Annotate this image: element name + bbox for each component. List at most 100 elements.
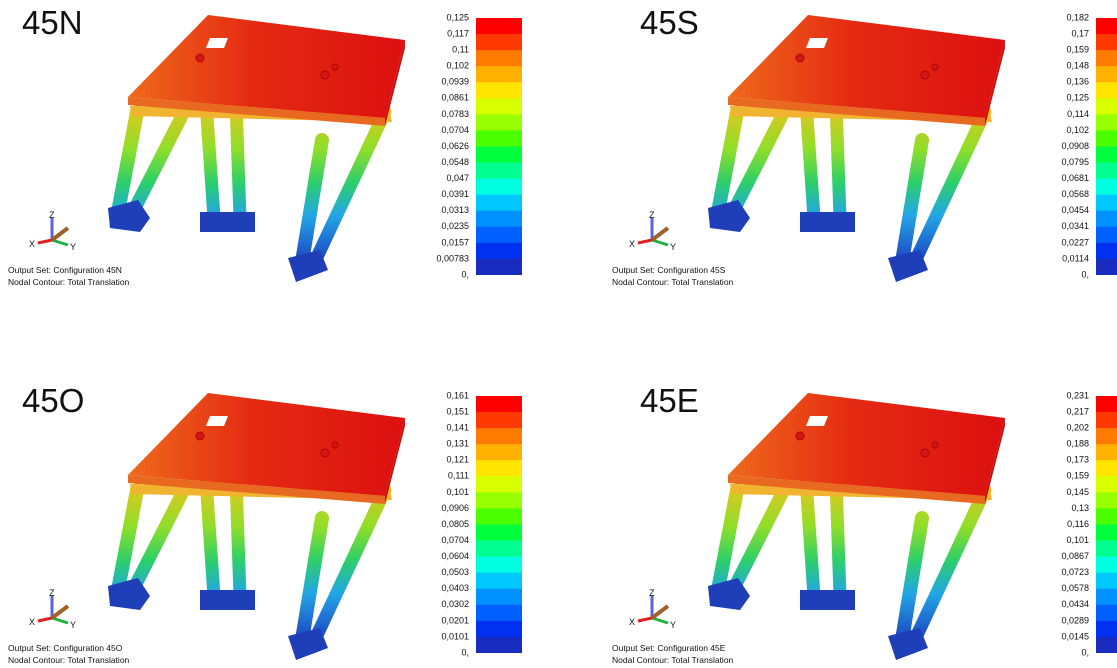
legend-label: 0,182 [1066,12,1089,22]
legend-label: 0,111 [448,471,469,481]
legend-label: 0,217 [1066,406,1089,416]
legend-label: 0,0578 [1061,583,1089,593]
triad-x: X [629,239,635,249]
legend-label: 0, [1081,269,1089,279]
legend-label: 0,0235 [441,221,469,231]
legend-label: 0,159 [1066,45,1089,55]
panel-title: 45N [22,4,83,41]
triad [36,594,70,625]
legend-label: 0,101 [446,487,469,497]
panel-title: 45O [22,382,84,419]
model [108,393,405,660]
legend-bar [1096,18,1117,276]
legend-label: 0,0227 [1061,237,1089,247]
legend-label: 0,00783 [436,253,469,263]
panel: 45O Z X Y Output Set: Configuration 45O Nodal… [8,382,522,665]
legend-label: 0,0723 [1061,567,1089,577]
legend-label: 0, [461,647,469,657]
model [708,15,1005,282]
legend-label: 0,0867 [1061,551,1089,561]
legend-label: 0,0391 [441,189,469,199]
legend-label: 0,0302 [441,599,469,609]
legend-label: 0,0403 [441,583,469,593]
legend-label: 0, [461,269,469,279]
legend-label: 0,13 [1071,503,1089,513]
legend-label: 0,102 [446,61,469,71]
triad-z: Z [649,210,655,220]
contour-type: Nodal Contour: Total Translation [8,655,130,665]
legend-label: 0,131 [446,439,469,449]
triad-y: Y [70,620,76,630]
triad-z: Z [49,588,55,598]
output-set: Output Set: Configuration 45N [8,265,122,275]
legend-label: 0,159 [1066,471,1089,481]
legend-label: 0,116 [1067,519,1089,529]
legend-label: 0,0783 [441,109,469,119]
legend-label: 0,0145 [1061,631,1089,641]
legend-label: 0,0157 [441,237,469,247]
legend-label: 0,151 [446,406,469,416]
legend-label: 0,117 [447,28,469,38]
legend-label: 0,0341 [1061,221,1089,231]
panel-title: 45E [640,382,699,419]
legend-label: 0,0626 [441,141,469,151]
legend-label: 0,0805 [441,519,469,529]
legend-label: 0,0503 [441,567,469,577]
triad-z: Z [49,210,55,220]
legend-label: 0,0704 [441,535,469,545]
legend-label: 0,202 [1066,423,1089,433]
legend-label: 0,0548 [441,157,469,167]
legend-label: 0,0906 [441,503,469,513]
legend-label: 0,0604 [441,551,469,561]
panel: 45S Z X Y Output Set: Configuration 45S Nodal… [612,4,1117,287]
legend-label: 0,0434 [1061,599,1089,609]
legend-label: 0,173 [1066,455,1089,465]
legend-label: 0,0568 [1061,189,1089,199]
contour-type: Nodal Contour: Total Translation [8,277,130,287]
legend-label: 0,0101 [441,631,469,641]
legend-label: 0,141 [446,423,469,433]
contour-type: Nodal Contour: Total Translation [612,655,734,665]
triad-y: Y [70,242,76,252]
legend-label: 0,0454 [1061,205,1089,215]
legend-bar [476,396,522,654]
triad-x: X [629,617,635,627]
panel: 45E Z X Y Output Set: Configuration 45E Nodal… [612,382,1117,665]
legend-label: 0,0201 [441,615,469,625]
legend-label: 0,0313 [441,205,469,215]
triad [36,216,70,247]
legend-label: 0,125 [1066,93,1089,103]
legend-label: 0,161 [446,390,469,400]
output-set: Output Set: Configuration 45E [612,643,726,653]
legend-label: 0,0939 [441,77,469,87]
legend-label: 0,121 [446,455,469,465]
legend-label: 0,17 [1071,28,1089,38]
legend-label: 0,231 [1066,390,1089,400]
output-set: Output Set: Configuration 45O [8,643,123,653]
triad [636,594,670,625]
triad-z: Z [649,588,655,598]
legend-label: 0,0114 [1062,253,1089,263]
legend-label: 0,0908 [1061,141,1089,151]
legend-label: 0,0795 [1061,157,1089,167]
legend-label: 0,0861 [441,93,469,103]
legend-label: 0,0289 [1061,615,1089,625]
legend-label: 0, [1081,647,1089,657]
output-set: Output Set: Configuration 45S [612,265,726,275]
legend-label: 0,0704 [441,125,469,135]
triad-x: X [29,617,35,627]
legend-label: 0,102 [1066,125,1089,135]
panel-title: 45S [640,4,699,41]
legend-bar [476,18,522,276]
legend-label: 0,101 [1066,535,1089,545]
legend-label: 0,188 [1066,439,1089,449]
legend-label: 0,148 [1066,61,1089,71]
legend-label: 0,047 [446,173,469,183]
triad-y: Y [670,242,676,252]
triad [636,216,670,247]
legend-label: 0,125 [446,12,469,22]
model [108,15,405,282]
legend-label: 0,114 [1067,109,1089,119]
triad-x: X [29,239,35,249]
